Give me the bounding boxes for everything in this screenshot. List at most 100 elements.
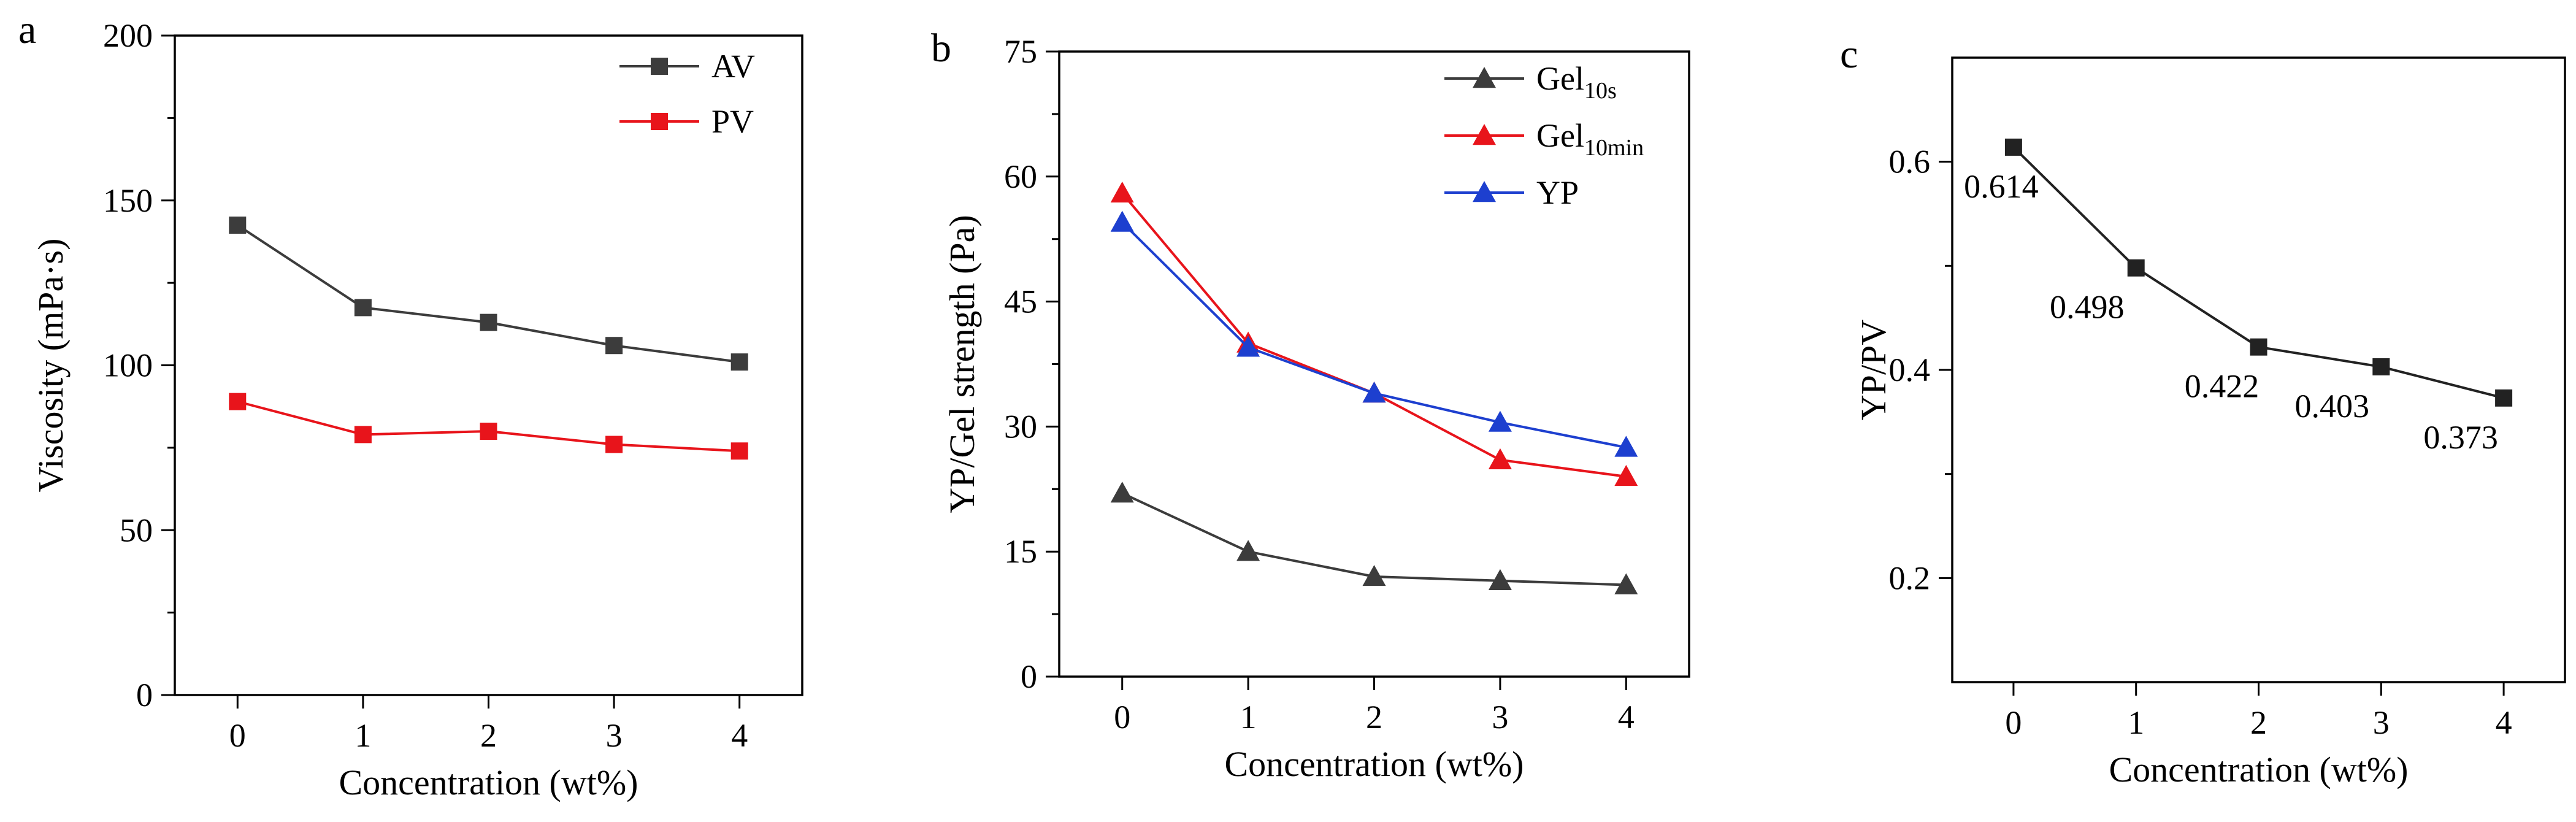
data-point — [1614, 436, 1638, 457]
y-tick-label: 75 — [1004, 33, 1037, 70]
data-point — [480, 423, 497, 440]
data-point — [605, 337, 623, 355]
legend-label-name: PV — [711, 103, 754, 140]
x-tick-label: 1 — [355, 717, 371, 754]
data-point — [605, 436, 623, 453]
series-1 — [1110, 181, 1638, 486]
data-point — [2495, 389, 2513, 407]
panel-a: a 0 1 2 3 4 0 50 100 150 200 Concentration (wt%) Vis… — [18, 7, 803, 802]
x-axis-label: Concentration (wt%) — [339, 762, 638, 802]
y-axis-label: YP/Gel strength (Pa) — [942, 215, 982, 513]
legend-label-name: AV — [711, 48, 755, 85]
legend-marker — [1473, 181, 1496, 202]
data-label: 0.422 — [2185, 368, 2260, 405]
series-line — [2012, 146, 2504, 399]
x-tick-label: 1 — [2128, 704, 2144, 741]
panel-letter: a — [18, 7, 36, 52]
y-tick-label: 150 — [103, 182, 153, 219]
legend-label-subscript: 10s — [1584, 78, 1617, 104]
legend-label: YP — [1536, 174, 1579, 211]
x-tick-label: 4 — [2496, 704, 2512, 741]
data-point — [1488, 448, 1512, 469]
data-point — [1110, 210, 1134, 232]
legend-label-subscript: 10min — [1584, 135, 1644, 161]
legend-label: Gel10s — [1536, 60, 1617, 104]
x-tick-label: 2 — [480, 717, 497, 754]
data-point — [1110, 181, 1134, 203]
legend-marker — [651, 58, 668, 75]
data-point — [1614, 464, 1638, 486]
data-point — [1614, 573, 1638, 594]
x-tick-label: 4 — [1618, 699, 1635, 736]
y-axis-label: YP/PV — [1853, 320, 1893, 421]
y-tick-label: 60 — [1004, 158, 1037, 195]
legend-label: PV — [711, 103, 754, 140]
panel-letter: b — [931, 26, 951, 71]
x-axis-label: Concentration (wt%) — [1224, 744, 1524, 784]
y-tick-label: 50 — [120, 512, 153, 548]
data-label: 0.373 — [2423, 419, 2498, 456]
legend-marker — [1473, 67, 1496, 88]
data-point — [1236, 540, 1260, 561]
data-point — [480, 313, 497, 331]
x-tick-label: 0 — [2005, 704, 2022, 741]
series-line — [237, 224, 740, 364]
legend-marker — [651, 113, 668, 130]
y-tick-label: 0.2 — [1889, 559, 1931, 596]
x-tick-label: 0 — [229, 717, 246, 754]
data-point — [354, 299, 372, 317]
x-tick-label: 4 — [731, 717, 748, 754]
data-point — [1110, 482, 1134, 503]
x-axis-label: Concentration (wt%) — [2109, 750, 2408, 789]
y-axis-label: Viscosity (mPa·s) — [31, 239, 71, 493]
data-point — [730, 353, 748, 371]
series-0 — [1110, 482, 1638, 594]
y-tick-label: 0 — [136, 677, 153, 713]
y-tick-label: 100 — [103, 347, 153, 384]
data-point — [1488, 569, 1512, 590]
series-2 — [1110, 210, 1638, 457]
y-tick-label: 0.4 — [1889, 351, 1931, 388]
y-tick-label: 200 — [103, 17, 153, 54]
data-point — [229, 393, 247, 410]
series-line — [1121, 221, 1627, 449]
data-point — [2250, 338, 2267, 356]
x-tick-label: 3 — [606, 717, 623, 754]
legend-label-name: Gel — [1536, 117, 1584, 154]
data-label: 0.498 — [2050, 289, 2125, 326]
legend-label-name: YP — [1536, 174, 1579, 211]
x-tick-label: 3 — [2373, 704, 2390, 741]
legend-label-name: Gel — [1536, 60, 1584, 97]
x-tick-label: 3 — [1492, 699, 1508, 736]
y-tick-label: 0.6 — [1889, 144, 1931, 180]
x-tick-label: 2 — [1366, 699, 1382, 736]
data-point — [1362, 564, 1386, 586]
series-1 — [229, 393, 748, 460]
series-0: 0.614 0.498 0.422 0.403 0.373 — [1964, 138, 2513, 456]
data-label: 0.403 — [2295, 388, 2370, 424]
legend: AV PV — [619, 48, 755, 140]
series-0 — [229, 217, 748, 371]
plot-frame — [174, 34, 803, 696]
y-tick-label: 30 — [1004, 408, 1037, 445]
y-tick-label: 45 — [1004, 283, 1037, 320]
data-point — [1488, 410, 1512, 432]
data-point — [2372, 358, 2390, 375]
data-point — [1236, 336, 1260, 357]
y-tick-label: 15 — [1004, 533, 1037, 570]
panel-b: b 0 1 2 3 4 0 15 30 45 60 75 Concentration (wt%) YP/G… — [931, 26, 1690, 784]
data-point — [354, 426, 372, 444]
x-tick-label: 0 — [1114, 699, 1130, 736]
legend-marker — [1473, 124, 1496, 145]
legend-label: Gel10min — [1536, 117, 1644, 161]
y-tick-label: 0 — [1021, 658, 1037, 695]
series-line — [1121, 192, 1627, 478]
data-label: 0.614 — [1964, 168, 2039, 205]
data-point — [229, 217, 247, 234]
x-tick-label: 2 — [2250, 704, 2267, 741]
panel-c: c 0 1 2 3 4 0.2 0.4 0.6 Concentration (wt%) YP/PV 0… — [1840, 32, 2566, 789]
legend-label: AV — [711, 48, 755, 85]
data-point — [730, 442, 748, 460]
